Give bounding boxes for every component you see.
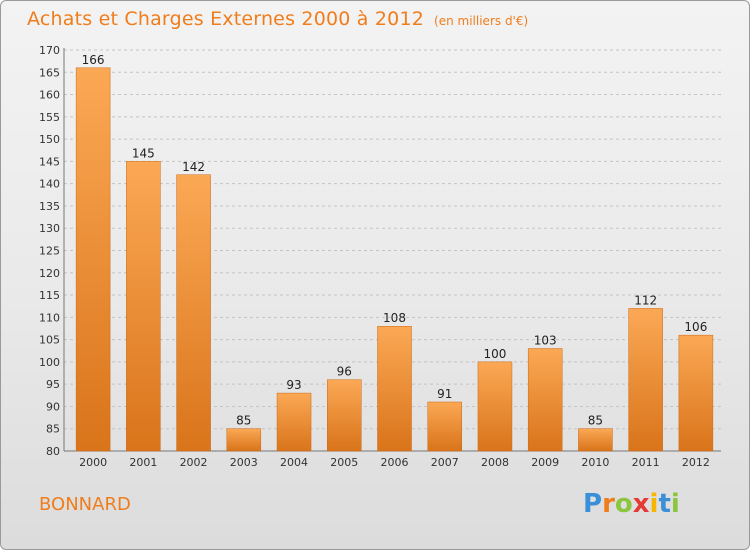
bar-2006 — [377, 325, 412, 452]
y-tick-label: 110 — [39, 311, 60, 324]
value-label-2007: 91 — [437, 387, 452, 401]
bar-2000 — [75, 67, 111, 452]
y-tick-label: 145 — [39, 155, 60, 168]
y-tick-label: 95 — [46, 378, 60, 391]
value-label-2011: 112 — [634, 293, 657, 307]
bar-2004 — [276, 392, 312, 452]
y-tick-label: 140 — [39, 178, 60, 191]
value-label-2006: 108 — [383, 311, 406, 325]
x-tick-label-2001: 2001 — [129, 456, 157, 469]
y-tick-label: 90 — [46, 400, 60, 413]
x-tick-label-2011: 2011 — [632, 456, 660, 469]
y-tick-label: 130 — [39, 222, 60, 235]
logo-letter: r — [602, 489, 615, 519]
bars — [75, 67, 714, 452]
chart-title: Achats et Charges Externes 2000 à 2012 (e… — [27, 8, 528, 30]
bar-2007 — [427, 401, 462, 452]
value-label-2002: 142 — [182, 160, 205, 174]
bar-2009 — [527, 348, 563, 452]
y-tick-label: 115 — [39, 289, 60, 302]
x-tick-label-2006: 2006 — [381, 456, 409, 469]
bar-2012 — [678, 334, 714, 452]
y-tick-label: 120 — [39, 267, 60, 280]
value-label-2001: 145 — [132, 146, 155, 160]
proxiti-logo: Proxiti — [583, 489, 680, 519]
bar-2001 — [126, 161, 161, 452]
logo-letter: i — [649, 489, 659, 519]
value-label-2003: 85 — [236, 414, 251, 428]
value-label-2000: 166 — [82, 53, 105, 67]
bar-2002 — [176, 174, 211, 452]
value-label-2004: 93 — [286, 378, 301, 392]
x-tick-label-2008: 2008 — [481, 456, 509, 469]
y-tick-label: 85 — [46, 423, 60, 436]
x-tick-label-2010: 2010 — [581, 456, 609, 469]
bar-chart: 80 85 90 95 100 105 110 115 120 125 130 135 140 145 15… — [39, 44, 721, 469]
y-tick-label: 170 — [39, 44, 60, 57]
y-tick-label: 100 — [39, 356, 60, 369]
value-label-2005: 96 — [337, 365, 352, 379]
value-label-2009: 103 — [534, 334, 557, 348]
y-tick-label: 155 — [39, 111, 60, 124]
logo-letter: o — [614, 489, 633, 519]
bar-2005 — [327, 379, 362, 452]
bar-2010 — [578, 428, 613, 452]
y-tick-label: 165 — [39, 66, 60, 79]
x-tick-label-2003: 2003 — [230, 456, 258, 469]
y-tick-label: 160 — [39, 89, 60, 102]
y-tick-labels: 80 85 90 95 100 105 110 115 120 125 130 135 140 145 15… — [39, 44, 60, 458]
bar-2003 — [226, 428, 262, 452]
value-label-2010: 85 — [588, 414, 603, 428]
y-tick-label: 105 — [39, 334, 60, 347]
x-tick-label-2005: 2005 — [330, 456, 358, 469]
logo-letter: x — [632, 489, 650, 519]
logo-letter: i — [670, 489, 680, 519]
bar-2011 — [628, 308, 663, 452]
y-tick-label: 135 — [39, 200, 60, 213]
x-tick-label-2004: 2004 — [280, 456, 308, 469]
x-tick-labels: 2000 2001 2002 2003 2004 2005 2006 2007 2008 2009… — [79, 456, 710, 469]
chart-title-text: Achats et Charges Externes 2000 à 2012 — [27, 8, 425, 30]
value-labels: 166 145 142 85 93 96 108 91 100 103 85 112 106 — [82, 53, 708, 428]
y-tick-label: 80 — [46, 445, 60, 458]
logo-letter: P — [583, 489, 603, 519]
y-tick-label: 150 — [39, 133, 60, 146]
x-tick-label-2000: 2000 — [79, 456, 107, 469]
commune-name: BONNARD — [39, 494, 131, 515]
bar-2008 — [477, 361, 513, 452]
x-tick-label-2009: 2009 — [531, 456, 559, 469]
logo-letter: t — [658, 489, 671, 519]
x-tick-label-2012: 2012 — [682, 456, 710, 469]
x-tick-label-2002: 2002 — [180, 456, 208, 469]
y-tick-label: 125 — [39, 245, 60, 258]
x-tick-label-2007: 2007 — [431, 456, 459, 469]
unit-note: (en milliers d'€) — [434, 14, 529, 28]
value-label-2008: 100 — [484, 347, 507, 361]
value-label-2012: 106 — [684, 320, 707, 334]
